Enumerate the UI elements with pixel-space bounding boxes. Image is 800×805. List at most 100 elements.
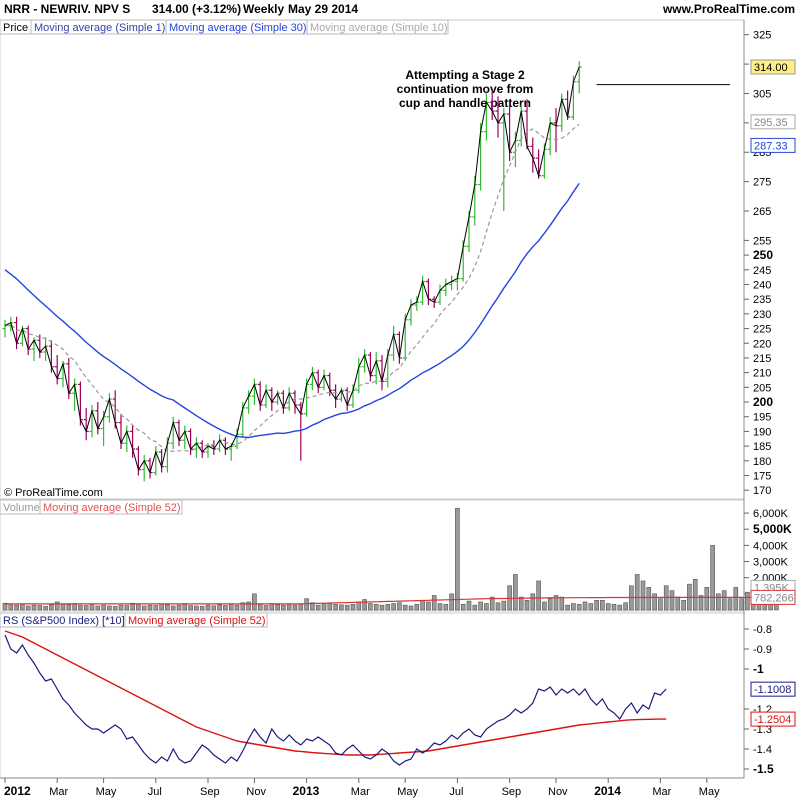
value-tag-ma30: 287.33 [750, 137, 796, 153]
value-tag-box [750, 589, 796, 605]
price-legend: Price Moving average (Simple 1) Moving a… [0, 19, 449, 35]
value-tag-box [750, 59, 796, 75]
x-tick-label: Nov [548, 786, 568, 798]
volume-bar [576, 604, 582, 611]
volume-bar [199, 606, 205, 611]
volume-bar [356, 601, 362, 611]
volume-bar [240, 602, 246, 611]
value-tag-ma10: 295.35 [750, 114, 796, 130]
price-tick-label: 305 [753, 88, 771, 100]
volume-bar [431, 595, 437, 611]
volume-bar [501, 600, 507, 611]
volume-bar [78, 604, 83, 611]
volume-bar [513, 574, 518, 611]
volume-bar [72, 603, 77, 611]
value-tag-box [750, 711, 796, 727]
volume-bar [188, 605, 193, 611]
volume-bar [658, 598, 663, 611]
volume-bar [373, 604, 379, 611]
site-url: www.ProRealTime.com [662, 2, 795, 16]
volume-bar [652, 593, 657, 611]
rs-plot [4, 630, 667, 766]
volume-bar [275, 604, 280, 611]
volume-bar [194, 605, 199, 611]
price-tick-label: 205 [753, 382, 771, 394]
volume-tick-label: 4,000K [753, 540, 789, 552]
legend-box-vol-ma [39, 499, 183, 515]
volume-bar [408, 605, 414, 611]
x-tick-label: 2012 [4, 784, 31, 798]
price-plot [2, 61, 730, 482]
volume-bar [733, 587, 739, 611]
rs-tick-label: -1.3 [753, 724, 772, 736]
volume-bar [292, 604, 298, 611]
price-tick-label: 275 [753, 177, 771, 189]
price-bar [576, 61, 582, 94]
volume-bar [2, 602, 8, 611]
price-tick-label: 185 [753, 441, 771, 453]
volume-bar [25, 605, 31, 611]
volume-bar [252, 593, 257, 611]
x-tick-label: Nov [246, 786, 266, 798]
volume-bar [559, 596, 565, 611]
x-tick-label: Jul [449, 786, 463, 798]
price-tick-label: 225 [753, 324, 771, 336]
volume-bar [542, 601, 547, 611]
price-tick-label: 220 [753, 338, 771, 350]
volume-bar [669, 590, 675, 611]
volume-bar [281, 604, 286, 611]
legend-price: Price [3, 22, 28, 34]
volume-bar [83, 605, 89, 611]
volume-legend: Volume Moving average (Simple 52) [0, 499, 183, 515]
value-tag-label: 295.35 [754, 117, 788, 129]
price-tick-label: 265 [753, 206, 771, 218]
volume-bar [495, 602, 501, 611]
volume-bar [518, 596, 524, 611]
value-tag-label: -1.1008 [754, 684, 791, 696]
volume-bar [234, 604, 240, 611]
last-quote: 314.00 (+3.12%) [152, 2, 241, 16]
volume-bar [565, 604, 570, 611]
volume-bar [704, 587, 710, 611]
volume-bar [385, 604, 391, 611]
volume-bar [698, 595, 704, 611]
volume-bar [646, 587, 652, 611]
ma10-line [4, 123, 580, 452]
legend-rs: RS (S&P500 Index) [*10] [3, 615, 125, 627]
volume-bar [582, 601, 588, 611]
pattern-annotation: Attempting a Stage 2 continuation move f… [397, 68, 534, 110]
volume-bar [153, 605, 159, 611]
volume-bar [611, 604, 617, 611]
volume-bar [60, 603, 66, 611]
volume-bar [530, 593, 536, 611]
volume-bar [623, 602, 628, 611]
rs-tick-label: -1.5 [753, 762, 774, 776]
volume-bar [124, 605, 130, 611]
volume-bar [228, 604, 234, 611]
volume-bar [536, 580, 541, 611]
volume-bar [95, 605, 101, 611]
volume-bar [594, 600, 599, 611]
volume-bar [217, 604, 222, 611]
volume-bar [37, 605, 43, 611]
volume-bar [43, 606, 48, 611]
price-tick-label: 210 [753, 368, 771, 380]
volume-bar [31, 604, 37, 611]
value-tag-rs_ma: -1.2504 [750, 711, 796, 727]
x-tick-label: Jul [148, 786, 162, 798]
x-axis-labels: 2012 Mar May Jul Sep Nov 2013 Mar May Jul Sep Nov 20… [4, 778, 720, 798]
volume-bar [339, 604, 344, 611]
x-tick-label: Mar [652, 786, 671, 798]
volume-bar [147, 604, 153, 611]
volume-bar [721, 590, 727, 611]
volume-bar [8, 603, 14, 611]
price-tick-label: 170 [753, 485, 771, 497]
volume-bar [269, 603, 275, 611]
volume-bar [692, 579, 698, 611]
volume-bar [159, 603, 164, 611]
volume-bar [136, 604, 141, 611]
volume-bar [710, 545, 715, 611]
volume-bar [716, 593, 721, 611]
volume-bar [112, 606, 118, 611]
